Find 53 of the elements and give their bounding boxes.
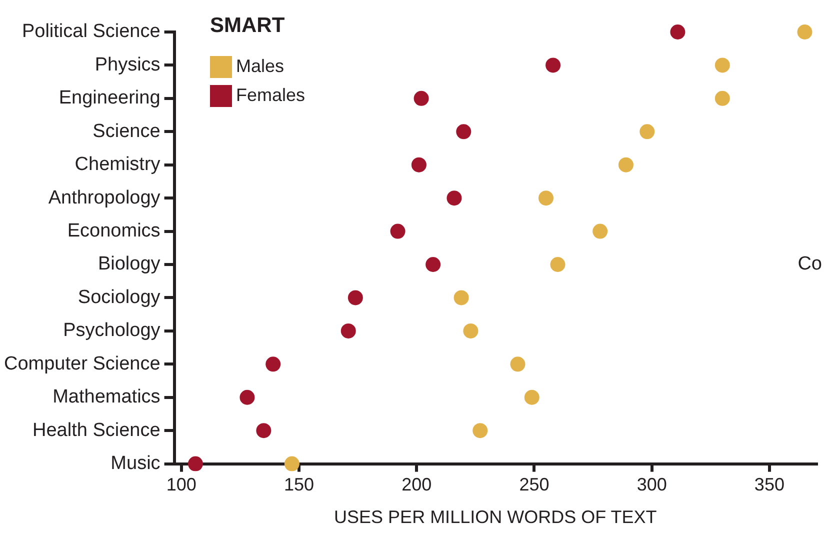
y-tick-label: Computer Science bbox=[4, 353, 160, 374]
y-tick-label: Music bbox=[110, 453, 160, 474]
point bbox=[240, 390, 255, 405]
x-tick-label: 200 bbox=[402, 474, 432, 495]
x-tick-label: 300 bbox=[636, 474, 667, 495]
legend-title: SMART bbox=[210, 14, 286, 38]
y-tick-label: Science bbox=[92, 120, 160, 142]
point bbox=[472, 423, 488, 438]
point bbox=[414, 90, 429, 106]
y-tick-label: Chemistry bbox=[74, 154, 161, 176]
annotation: Co bbox=[798, 254, 822, 275]
point bbox=[714, 90, 730, 106]
point bbox=[510, 356, 526, 372]
point bbox=[714, 58, 730, 73]
point bbox=[546, 58, 561, 73]
point bbox=[266, 356, 281, 372]
y-tick-label: Psychology bbox=[63, 320, 161, 342]
point bbox=[640, 124, 655, 140]
y-tick-label: Mathematics bbox=[52, 386, 160, 408]
y-tick-label: Economics bbox=[67, 220, 160, 242]
y-tick-label: Physics bbox=[94, 54, 160, 76]
point bbox=[411, 157, 426, 172]
x-tick-label: 250 bbox=[519, 474, 550, 495]
point bbox=[670, 24, 686, 40]
point bbox=[340, 323, 356, 338]
y-tick-label: Political Science bbox=[22, 21, 160, 42]
point bbox=[592, 224, 608, 239]
y-tick-label: Sociology bbox=[78, 286, 161, 308]
point bbox=[538, 190, 554, 206]
point bbox=[446, 190, 462, 206]
y-tick-label: Engineering bbox=[58, 88, 160, 109]
y-tick-label: Anthropology bbox=[48, 187, 161, 208]
legend-label: Males bbox=[236, 56, 284, 77]
x-axis-title: USES PER MILLION WORDS OF TEXT bbox=[334, 507, 657, 528]
point bbox=[454, 290, 469, 306]
point bbox=[188, 456, 203, 472]
point bbox=[348, 290, 363, 306]
point bbox=[524, 390, 540, 405]
legend-label: Females bbox=[236, 85, 306, 106]
point bbox=[463, 323, 478, 338]
y-tick-label: Biology bbox=[98, 254, 161, 275]
point bbox=[797, 24, 812, 40]
point bbox=[426, 257, 441, 272]
x-tick-label: 150 bbox=[284, 474, 314, 495]
y-tick-label: Health Science bbox=[32, 420, 160, 441]
point bbox=[256, 423, 272, 438]
x-tick-label: 350 bbox=[754, 474, 784, 495]
point bbox=[284, 456, 300, 472]
x-tick-label: 100 bbox=[166, 474, 196, 495]
point bbox=[550, 257, 566, 272]
point bbox=[456, 124, 472, 140]
point bbox=[390, 224, 406, 239]
point bbox=[618, 157, 634, 172]
